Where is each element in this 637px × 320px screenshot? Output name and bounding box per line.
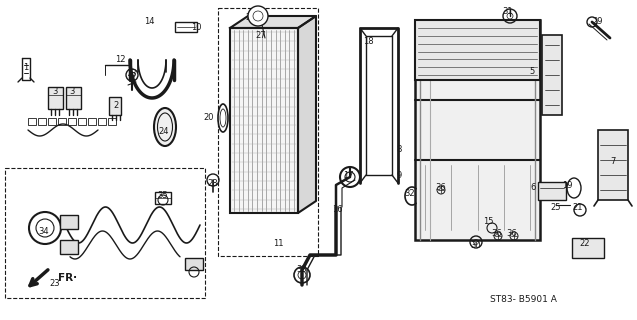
Bar: [185, 258, 203, 270]
Text: 36: 36: [506, 229, 517, 238]
Ellipse shape: [218, 104, 228, 132]
Bar: [48, 118, 56, 125]
Text: 15: 15: [483, 218, 493, 227]
Bar: [109, 97, 121, 115]
Text: 17: 17: [343, 171, 354, 180]
Bar: [28, 118, 36, 125]
Text: 1: 1: [24, 63, 29, 73]
Text: 26: 26: [246, 13, 256, 22]
Text: 3: 3: [52, 87, 58, 97]
Text: 9: 9: [396, 171, 401, 180]
Circle shape: [248, 6, 268, 26]
Text: 7: 7: [610, 157, 616, 166]
Text: 24: 24: [159, 127, 169, 137]
Bar: [155, 192, 171, 204]
Text: 6: 6: [531, 182, 536, 191]
Ellipse shape: [154, 108, 176, 146]
Polygon shape: [230, 16, 316, 28]
Bar: [48, 87, 63, 109]
Bar: [98, 118, 106, 125]
Bar: [78, 118, 86, 125]
Text: 29: 29: [593, 18, 603, 27]
Text: 32: 32: [404, 188, 415, 197]
Text: 30: 30: [471, 241, 482, 250]
Text: 34: 34: [39, 227, 49, 236]
Bar: [60, 215, 78, 229]
Text: 19: 19: [562, 180, 572, 189]
Bar: [58, 118, 66, 125]
Text: 3: 3: [69, 87, 75, 97]
Bar: [598, 130, 628, 200]
Bar: [60, 240, 78, 254]
Text: 16: 16: [332, 205, 342, 214]
Text: 14: 14: [144, 18, 154, 27]
Text: 20: 20: [204, 114, 214, 123]
Bar: [175, 22, 197, 32]
Text: 27: 27: [255, 30, 266, 39]
Text: 33: 33: [297, 266, 308, 275]
Text: 31: 31: [503, 7, 513, 17]
Bar: [5, 168, 205, 298]
Text: FR·: FR·: [58, 273, 77, 283]
Bar: [230, 28, 298, 213]
Text: 18: 18: [362, 37, 373, 46]
Bar: [68, 118, 76, 125]
Text: 13: 13: [125, 68, 136, 77]
Bar: [88, 118, 96, 125]
Text: 35: 35: [158, 191, 168, 201]
Text: 36: 36: [492, 229, 503, 238]
Bar: [572, 238, 604, 258]
Bar: [108, 118, 116, 125]
Text: 10: 10: [190, 23, 201, 33]
Bar: [415, 20, 540, 240]
Bar: [218, 8, 318, 256]
Text: 11: 11: [273, 238, 283, 247]
Text: 2: 2: [113, 100, 118, 109]
Circle shape: [340, 167, 360, 187]
Polygon shape: [298, 16, 316, 213]
Text: 8: 8: [396, 146, 402, 155]
Text: 22: 22: [580, 238, 590, 247]
Bar: [538, 182, 566, 200]
Bar: [542, 35, 562, 115]
Bar: [38, 118, 46, 125]
Text: 36: 36: [436, 183, 447, 193]
Text: 5: 5: [529, 68, 534, 76]
Bar: [415, 20, 540, 80]
Bar: [66, 87, 81, 109]
Text: ST83- B5901 A: ST83- B5901 A: [490, 295, 557, 305]
Text: 23: 23: [50, 279, 61, 289]
Text: 21: 21: [573, 203, 583, 212]
Text: 25: 25: [551, 203, 561, 212]
Text: 12: 12: [115, 55, 125, 65]
Text: 28: 28: [208, 179, 218, 188]
